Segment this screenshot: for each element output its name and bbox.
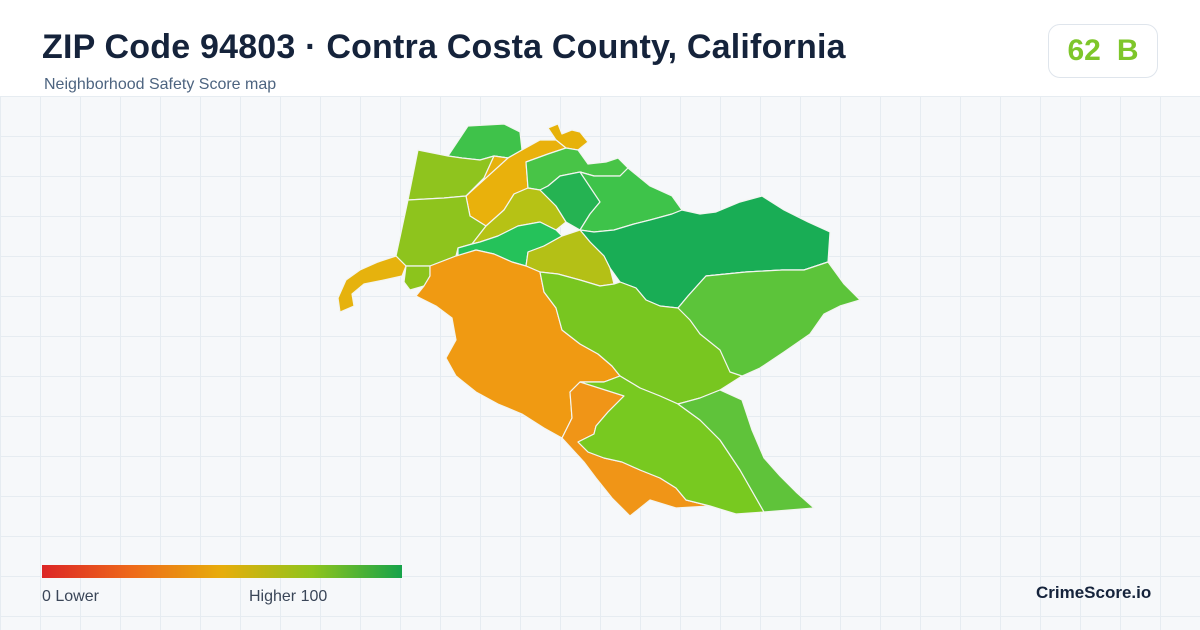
n-north-top[interactable] — [447, 123, 523, 161]
page-title: ZIP Code 94803 · Contra Costa County, Ca… — [42, 28, 846, 66]
brand-label: CrimeScore.io — [1036, 583, 1152, 602]
score-value: 62 — [1067, 34, 1101, 67]
n-lime-south[interactable] — [577, 375, 765, 515]
n-green-mid[interactable] — [677, 261, 861, 377]
n-west-spit[interactable] — [337, 255, 407, 313]
legend-gradient-bar — [42, 565, 402, 578]
n-center-yellow[interactable] — [465, 155, 509, 197]
legend-low-label: 0 Lower — [42, 588, 99, 605]
score-badge: 62 B — [1048, 24, 1158, 78]
n-southeast[interactable] — [677, 389, 815, 513]
legend-high-label: Higher 100 — [249, 588, 328, 605]
score-grade: B — [1116, 34, 1139, 67]
header — [0, 0, 1200, 96]
page-subtitle: Neighborhood Safety Score map — [44, 76, 277, 93]
